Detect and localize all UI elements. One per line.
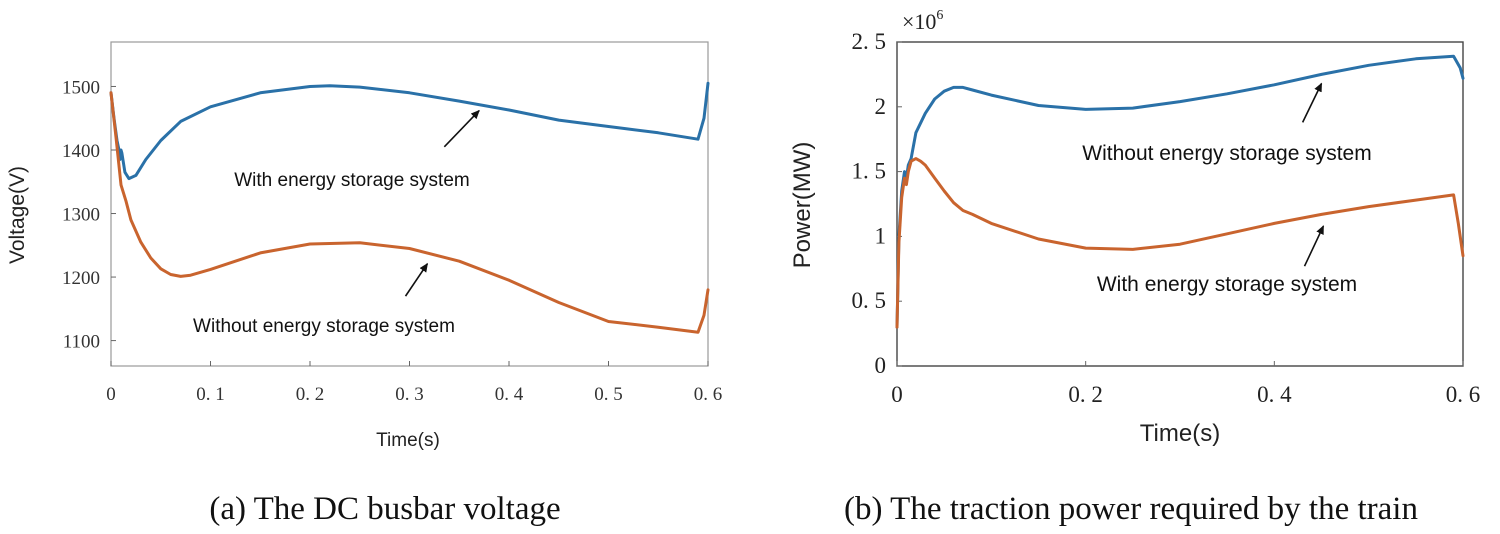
- x-tick-label: 0. 3: [395, 384, 424, 405]
- y-tick-label: 1400: [62, 141, 100, 162]
- panel-a-y-axis-label: Voltage(V): [6, 166, 29, 264]
- annotation-label: Without energy storage system: [193, 316, 455, 337]
- panel-a-series: [109, 81, 710, 334]
- y-tick-label: 2. 5: [852, 29, 887, 54]
- panel-b-x-axis-label: Time(s): [1140, 420, 1220, 447]
- series-line-without-energy-storage-system: [109, 91, 710, 334]
- panel-b-x-ticks: 0 0. 2 0. 4 0. 6: [891, 361, 1480, 407]
- panel-a-x-ticks: 0 0. 1 0. 2 0. 3 0. 4 0. 5 0. 6: [106, 361, 722, 405]
- y-tick-label: 0. 5: [852, 288, 887, 313]
- panel-b-y-multiplier: ×106: [902, 8, 943, 34]
- y-tick-label: 1300: [62, 205, 100, 226]
- panel-b-caption: (b) The traction power required by the t…: [844, 491, 1418, 527]
- x-tick-label: 0. 1: [196, 384, 225, 405]
- panel-b-plot-frame: [896, 41, 1464, 367]
- x-tick-label: 0: [106, 384, 116, 405]
- y-tick-label: 1. 5: [852, 159, 887, 184]
- x-tick-label: 0. 6: [694, 384, 723, 405]
- x-tick-label: 0. 5: [594, 384, 623, 405]
- panel-a-x-axis-label: Time(s): [376, 430, 440, 451]
- annotation-arrow: [404, 262, 429, 297]
- series-line-with-energy-storage-system: [895, 157, 1465, 329]
- panel-a-voltage-chart: 1100 1200 1300 1400 1500 0 0. 1 0. 2 0. 3 0. 4 0.…: [6, 41, 722, 527]
- panel-a-annotations: With energy storage system Without energy…: [193, 109, 480, 337]
- annotation-label: With energy storage system: [1097, 273, 1357, 296]
- annotation-arrow: [1303, 225, 1325, 267]
- panel-b-y-multiplier-exponent: 6: [936, 8, 943, 23]
- x-tick-label: 0. 6: [1446, 382, 1481, 407]
- annotation-label: With energy storage system: [234, 170, 469, 191]
- x-tick-label: 0. 4: [1257, 382, 1292, 407]
- panel-b-series: [895, 54, 1465, 329]
- panel-b-y-multiplier-base: ×10: [902, 9, 936, 34]
- annotation-label: Without energy storage system: [1082, 142, 1371, 165]
- y-tick-label: 1: [875, 223, 887, 248]
- panel-a-caption: (a) The DC busbar voltage: [209, 491, 560, 527]
- x-tick-label: 0: [891, 382, 903, 407]
- x-tick-label: 0. 4: [495, 384, 524, 405]
- series-line-with-energy-storage-system: [109, 81, 710, 181]
- panel-a-y-ticks: 1100 1200 1300 1400 1500: [62, 77, 116, 353]
- annotation-arrow: [443, 109, 480, 148]
- y-tick-label: 1500: [62, 77, 100, 98]
- y-tick-label: 1100: [63, 332, 100, 353]
- x-tick-label: 0. 2: [1068, 382, 1103, 407]
- panel-b-power-chart: 0 0. 5 1 1. 5 2 2. 5 0 0. 2 0. 4 0. 6 Without en…: [789, 8, 1480, 527]
- annotation-arrow: [1301, 82, 1323, 123]
- y-tick-label: 2: [875, 94, 887, 119]
- panel-b-annotations: Without energy storage system With energy…: [1082, 82, 1372, 296]
- panel-b-y-axis-label: Power(MW): [789, 142, 816, 269]
- panel-b-y-ticks: 0 0. 5 1 1. 5 2 2. 5: [852, 29, 902, 378]
- x-tick-label: 0. 2: [296, 384, 325, 405]
- y-tick-label: 1200: [62, 268, 100, 289]
- y-tick-label: 0: [875, 353, 887, 378]
